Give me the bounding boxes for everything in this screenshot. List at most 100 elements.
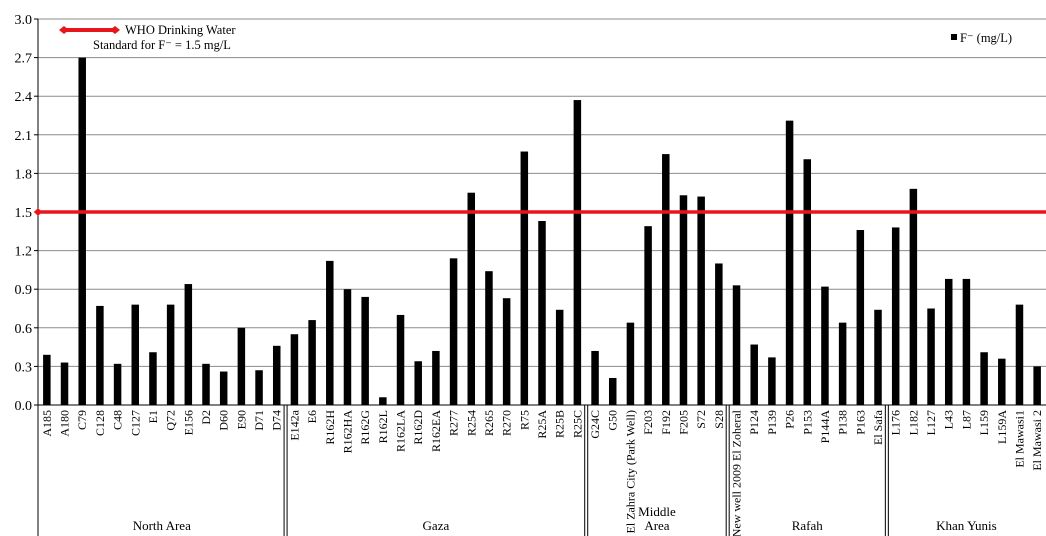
y-tick-label: 1.2: [15, 245, 33, 260]
bar: [43, 354, 51, 405]
x-tick-label: S28: [712, 410, 726, 429]
x-tick-label: R254: [464, 410, 478, 436]
x-tick-label: P138: [836, 410, 850, 435]
x-tick-label: F203: [641, 410, 655, 435]
x-tick-label: El Zahra City (Park Well): [623, 410, 637, 533]
x-tick-label: C79: [75, 410, 89, 430]
bar: [856, 230, 865, 405]
bar: [1015, 304, 1024, 405]
y-axis: 0.0 0.3 0.6 0.9 1.2 1.5 1.8 2.1 2.4 2.7 3.0: [15, 13, 39, 414]
bar: [750, 344, 758, 405]
bar: [538, 221, 546, 405]
x-tick-label: El Mawasi1: [1012, 410, 1026, 468]
bar: [927, 308, 935, 405]
y-tick-label: 1.5: [15, 206, 33, 221]
x-tick-label: D71: [252, 410, 266, 431]
x-tick-label: R162D: [411, 410, 425, 445]
y-tick-label: 2.7: [15, 52, 33, 67]
bar: [502, 298, 511, 405]
group-label: North Area: [133, 518, 191, 533]
group-label: Gaza: [423, 518, 450, 533]
x-tick-label: El Mawasi 2: [1030, 410, 1044, 471]
bar: [573, 100, 582, 405]
x-tick-label: L159: [977, 410, 991, 435]
who-legend-marker-right: [110, 26, 120, 34]
bar: [608, 377, 617, 405]
bar: [626, 322, 635, 405]
bar: [202, 363, 210, 405]
bar: [785, 120, 794, 405]
bar: [78, 57, 86, 405]
x-tick-label: R75: [517, 410, 531, 430]
x-tick-label: S72: [694, 410, 708, 429]
x-tick-label: P139: [765, 410, 779, 435]
bar: [237, 327, 246, 405]
x-tick-label: G24C: [588, 410, 602, 439]
bar: [449, 258, 458, 405]
bar: [96, 305, 104, 405]
bar: [166, 304, 175, 405]
x-tick-label: R25C: [570, 410, 584, 438]
x-tick-label: C128: [93, 410, 107, 436]
bar: [768, 357, 776, 405]
x-tick-label: C127: [128, 410, 142, 436]
y-tick-label: 3.0: [15, 13, 33, 28]
x-tick-label: P163: [853, 410, 867, 435]
who-standard-line: [34, 208, 1046, 216]
bar: [255, 370, 263, 405]
y-tick-label: 2.1: [15, 129, 33, 144]
bar: [1033, 366, 1041, 405]
bar: [113, 363, 122, 405]
x-tick-label: F205: [676, 410, 690, 435]
x-tick-label: R162H: [323, 410, 337, 445]
x-tick-label: L176: [889, 410, 903, 435]
x-tick-label: L87: [959, 410, 973, 429]
bar: [60, 362, 69, 405]
bar: [467, 192, 476, 405]
who-legend-label-1: WHO Drinking Water: [125, 23, 236, 37]
y-tick-label: 1.8: [15, 167, 33, 182]
x-tick-label: R162L: [376, 410, 390, 443]
group-label: Area: [644, 518, 669, 533]
group-label: Khan Yunis: [936, 518, 997, 533]
x-tick-label: R25B: [553, 410, 567, 438]
y-tick-label: 0.6: [15, 322, 33, 337]
x-tick-label: R162LA: [394, 410, 408, 452]
bar: [803, 159, 812, 405]
x-tick-label: R162HA: [340, 410, 354, 454]
x-tick-label: P153: [800, 410, 814, 435]
group-label: Middle: [638, 504, 676, 519]
bar: [361, 296, 369, 405]
x-tick-label: R277: [447, 410, 461, 436]
x-tick-label: L127: [924, 410, 938, 435]
y-tick-label: 0.3: [15, 360, 33, 375]
bar: [644, 226, 652, 405]
bar: [131, 304, 140, 405]
x-tick-label: E90: [234, 410, 248, 429]
who-legend: WHO Drinking Water Standard for F⁻ = 1.5…: [59, 23, 236, 52]
y-tick-label: 0.9: [15, 283, 33, 298]
bar: [715, 263, 723, 405]
series-legend-label: F⁻ (mg/L): [960, 31, 1012, 45]
bar: [662, 154, 670, 405]
x-tick-label: R162EA: [429, 410, 443, 452]
bar: [432, 350, 440, 405]
series-legend-swatch: [951, 34, 957, 40]
bar: [998, 358, 1006, 405]
bar: [591, 350, 599, 405]
x-tick-label: D60: [217, 410, 231, 431]
bar: [184, 284, 193, 405]
bar: [555, 309, 564, 405]
who-standard-line-marker: [34, 208, 42, 216]
x-axis: A185 A180 C79 C128 C48 C127 E1 Q72 E156 D2 D60 E90 D…: [40, 409, 1044, 536]
y-tick-label: 2.4: [15, 90, 33, 105]
bar: [821, 286, 829, 405]
x-tick-label: L182: [906, 410, 920, 435]
bar: [874, 309, 882, 405]
bar: [732, 285, 741, 405]
bar: [944, 278, 953, 405]
x-tick-label: R25A: [535, 410, 549, 439]
bar: [219, 371, 228, 405]
y-tick-label: 0.0: [15, 399, 33, 414]
